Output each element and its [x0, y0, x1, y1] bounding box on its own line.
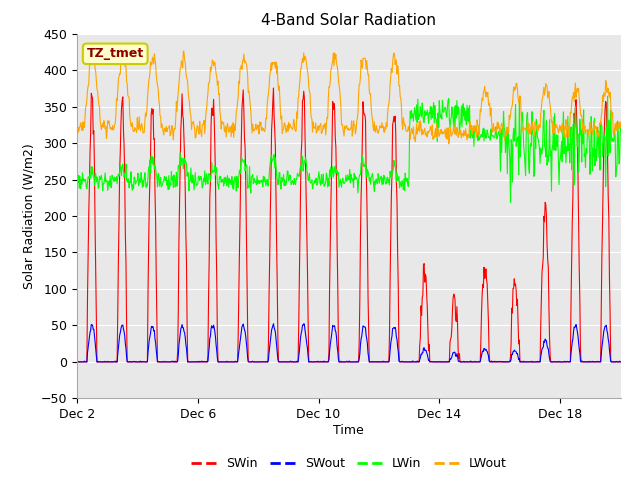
Text: TZ_tmet: TZ_tmet: [86, 48, 144, 60]
SWin: [269, 85, 277, 91]
LWout: [382, 126, 390, 132]
LWin: [617, 124, 625, 130]
LWout: [202, 119, 209, 124]
LWin: [300, 162, 308, 168]
LWin: [73, 178, 81, 184]
SWout: [617, 359, 625, 365]
LWout: [271, 65, 279, 71]
Line: LWout: LWout: [77, 51, 621, 144]
Title: 4-Band Solar Radiation: 4-Band Solar Radiation: [261, 13, 436, 28]
Line: SWout: SWout: [77, 324, 621, 362]
SWout: [202, 359, 209, 365]
SWin: [73, 359, 81, 365]
LWin: [93, 179, 100, 185]
LWout: [301, 58, 308, 63]
SWout: [74, 359, 81, 365]
SWout: [301, 327, 309, 333]
LWout: [73, 123, 81, 129]
LWout: [513, 86, 521, 92]
SWout: [73, 359, 81, 364]
LWout: [617, 124, 625, 130]
LWin: [507, 200, 515, 205]
SWin: [93, 319, 100, 324]
SWout: [383, 359, 390, 365]
Line: SWin: SWin: [77, 88, 621, 362]
SWout: [271, 329, 279, 335]
SWin: [301, 95, 308, 101]
LWout: [445, 141, 452, 147]
SWin: [617, 359, 625, 365]
LWout: [179, 48, 187, 54]
SWout: [513, 351, 521, 357]
SWin: [513, 303, 520, 309]
LWin: [271, 165, 278, 171]
LWin: [201, 168, 209, 174]
LWout: [93, 77, 100, 83]
Y-axis label: Solar Radiation (W/m2): Solar Radiation (W/m2): [22, 143, 35, 289]
X-axis label: Time: Time: [333, 424, 364, 437]
SWin: [271, 144, 279, 150]
SWin: [382, 359, 390, 365]
SWout: [93, 359, 101, 365]
Legend: SWin, SWout, LWin, LWout: SWin, SWout, LWin, LWout: [186, 452, 512, 475]
LWin: [513, 136, 520, 142]
Line: LWin: LWin: [77, 96, 621, 203]
LWin: [604, 94, 611, 99]
SWout: [300, 321, 308, 327]
LWin: [381, 178, 389, 184]
SWin: [201, 359, 209, 365]
